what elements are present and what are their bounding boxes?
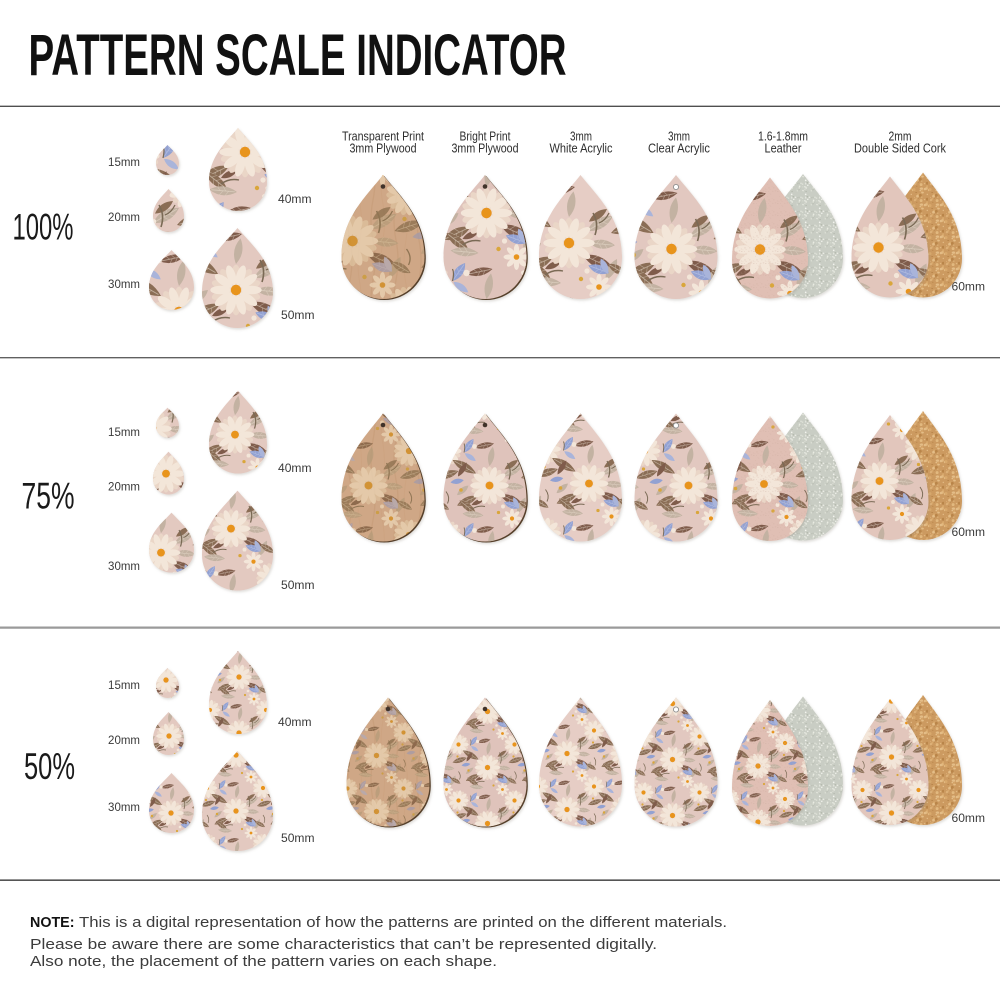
- svg-text:3mm Plywood: 3mm Plywood: [452, 141, 519, 156]
- svg-text:60mm: 60mm: [952, 282, 986, 294]
- svg-text:15mm: 15mm: [108, 680, 140, 692]
- svg-text:40mm: 40mm: [278, 194, 312, 206]
- svg-text:Transparent Print: Transparent Print: [342, 129, 424, 144]
- svg-text:50mm: 50mm: [281, 580, 315, 592]
- svg-text:50mm: 50mm: [281, 833, 315, 845]
- svg-text:3mm: 3mm: [570, 129, 592, 144]
- svg-text:Clear Acrylic: Clear Acrylic: [648, 141, 710, 156]
- svg-text:15mm: 15mm: [108, 157, 140, 169]
- svg-text:2mm: 2mm: [889, 129, 912, 144]
- svg-text:20mm: 20mm: [108, 482, 140, 494]
- svg-text:50%: 50%: [24, 745, 75, 787]
- svg-text:PATTERN SCALE INDICATOR: PATTERN SCALE INDICATOR: [29, 23, 567, 88]
- svg-text:This is a digital representati: This is a digital representation of how …: [79, 915, 727, 931]
- svg-text:Double Sided Cork: Double Sided Cork: [854, 141, 946, 156]
- svg-text:60mm: 60mm: [952, 527, 986, 539]
- svg-text:60mm: 60mm: [952, 813, 986, 825]
- svg-text:Please be aware there are some: Please be aware there are some character…: [30, 937, 657, 953]
- svg-text:100%: 100%: [13, 206, 74, 248]
- svg-text:Also note, the placement of th: Also note, the placement of the pattern …: [30, 954, 497, 970]
- svg-text:40mm: 40mm: [278, 463, 312, 475]
- svg-text:3mm Plywood: 3mm Plywood: [350, 141, 417, 156]
- svg-text:30mm: 30mm: [108, 561, 140, 573]
- svg-text:30mm: 30mm: [108, 802, 140, 814]
- svg-text:20mm: 20mm: [108, 212, 140, 224]
- svg-text:3mm: 3mm: [668, 129, 690, 144]
- svg-text:NOTE:: NOTE:: [30, 915, 74, 931]
- svg-text:1.6-1.8mm: 1.6-1.8mm: [758, 129, 808, 144]
- svg-text:Leather: Leather: [765, 141, 803, 156]
- svg-text:Bright Print: Bright Print: [460, 129, 511, 144]
- svg-text:50mm: 50mm: [281, 310, 315, 322]
- svg-text:30mm: 30mm: [108, 279, 140, 291]
- svg-text:15mm: 15mm: [108, 427, 140, 439]
- svg-text:75%: 75%: [22, 475, 75, 517]
- svg-text:White Acrylic: White Acrylic: [550, 141, 613, 156]
- svg-text:40mm: 40mm: [278, 717, 312, 729]
- svg-text:20mm: 20mm: [108, 735, 140, 747]
